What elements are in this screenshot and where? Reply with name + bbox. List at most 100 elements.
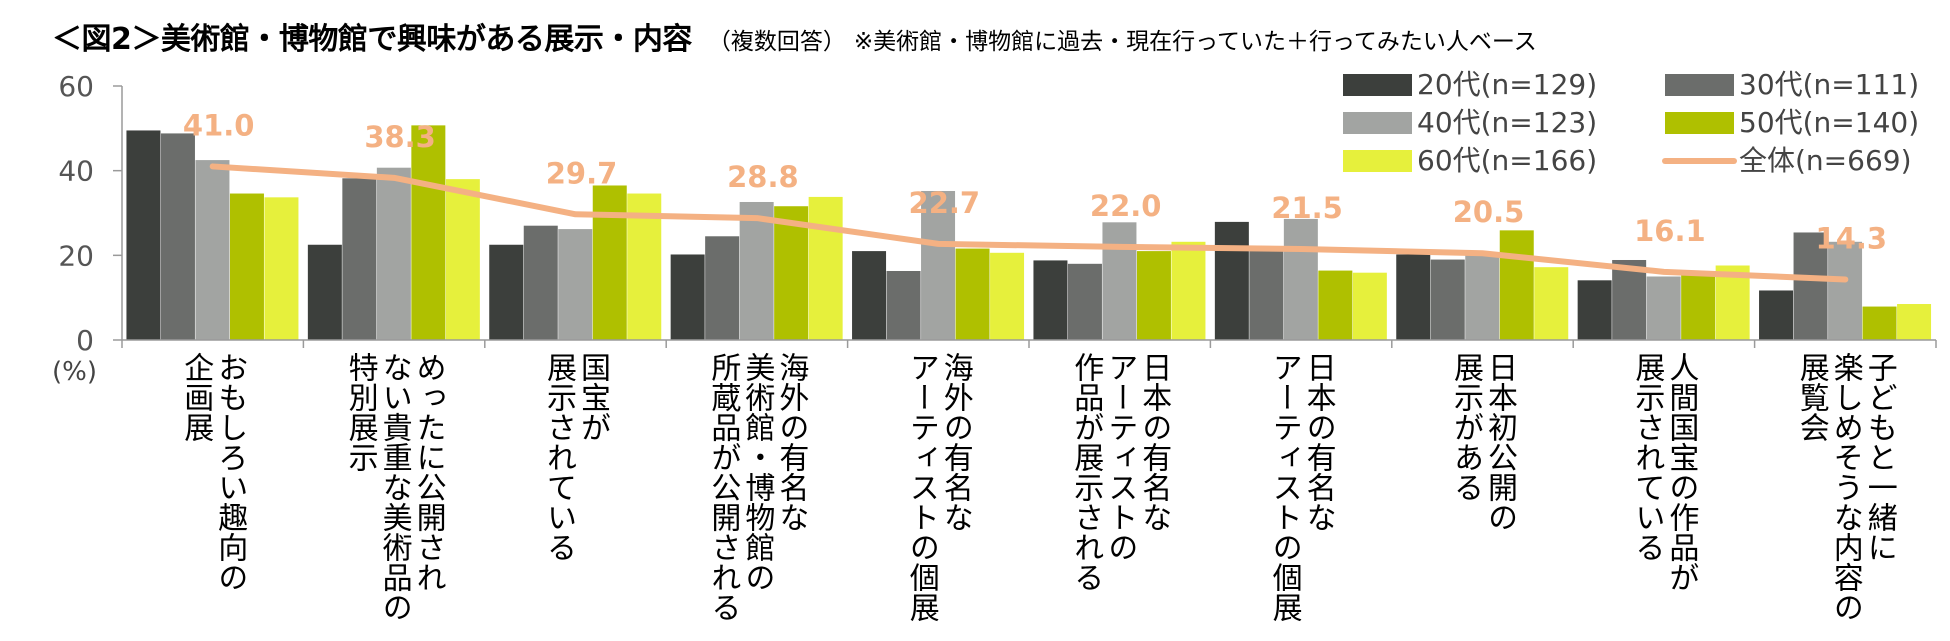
legend-swatch: [1665, 74, 1734, 96]
category-label: 美術館・博物館の: [739, 352, 775, 592]
bar: [264, 197, 299, 340]
bar: [670, 254, 705, 340]
bar: [774, 206, 809, 340]
bar: [1646, 276, 1681, 340]
bar: [376, 167, 411, 340]
bar: [195, 160, 230, 340]
y-tick-label: 60: [58, 70, 94, 103]
bar: [1499, 230, 1534, 340]
category-label: 展示されている: [1629, 352, 1665, 562]
category-label: めったに公開され: [411, 352, 446, 592]
chart-note: ※美術館・博物館に過去・現在行っていた＋行ってみたい人ベース: [853, 29, 1537, 55]
bar: [1681, 273, 1716, 340]
bar: [160, 133, 195, 340]
bar: [229, 193, 264, 340]
bar: [1067, 263, 1102, 340]
bar: [445, 179, 480, 340]
bar: [1396, 254, 1431, 340]
bar: [1430, 259, 1465, 340]
legend-label: 全体(n=669): [1739, 144, 1912, 177]
category-label: アーティストの個展: [1267, 352, 1303, 622]
legend-swatch: [1343, 74, 1412, 96]
legend-label: 50代(n=140): [1739, 106, 1919, 139]
category-label: 海外の有名な: [773, 352, 808, 532]
chart-title: ＜図2＞美術館・博物館で興味がある展示・内容: [52, 22, 692, 57]
chart-subtitle: （複数回答）: [707, 29, 846, 55]
category-label: 日本の有名な: [1301, 352, 1336, 532]
bar: [705, 236, 740, 340]
data-label: 16.1: [1634, 214, 1706, 248]
y-tick-label: 20: [58, 239, 94, 272]
category-label: 日本の有名な: [1136, 352, 1171, 532]
data-label: 22.7: [909, 186, 981, 220]
bar: [739, 201, 774, 340]
category-label: 日本初公開の: [1482, 352, 1517, 532]
data-label: 28.8: [727, 160, 799, 194]
y-tick-label: 40: [58, 155, 94, 188]
bar: [411, 125, 446, 341]
legend-swatch: [1343, 112, 1412, 134]
category-label: アーティストの個展: [904, 352, 940, 622]
data-label: 38.3: [364, 120, 436, 154]
y-tick-label: 0: [76, 324, 94, 357]
bar: [1136, 251, 1171, 340]
bar: [1033, 260, 1068, 340]
bar: [1828, 241, 1863, 340]
category-label: 展覧会: [1794, 352, 1830, 442]
bar: [1102, 222, 1137, 340]
legend-swatch: [1343, 150, 1412, 172]
category-label: 展示がある: [1448, 352, 1484, 502]
bar: [1214, 221, 1249, 340]
bar: [1249, 248, 1284, 340]
chart-title-row: ＜図2＞美術館・博物館で興味がある展示・内容 （複数回答） ※美術館・博物館に過去・…: [52, 14, 1537, 58]
bar: [126, 130, 161, 340]
bar: [1897, 304, 1932, 340]
bar: [1759, 290, 1794, 340]
legend-label: 40代(n=123): [1417, 106, 1597, 139]
bar: [1862, 306, 1897, 340]
bar: [1283, 218, 1318, 340]
category-label: 企画展: [178, 352, 214, 442]
bar: [1171, 241, 1206, 340]
category-label: 子どもと一緒に: [1862, 352, 1897, 562]
legend-label: 20代(n=129): [1417, 68, 1597, 101]
bar: [307, 244, 342, 340]
legend-label: 60代(n=166): [1417, 144, 1597, 177]
category-label: アーティストの: [1102, 352, 1137, 562]
data-label: 41.0: [183, 108, 255, 142]
data-label: 22.0: [1090, 189, 1162, 223]
bar: [1352, 272, 1387, 340]
bar: [1577, 280, 1612, 340]
bar: [1318, 270, 1353, 340]
bar: [1612, 259, 1647, 340]
category-label: ない貴重な美術品の: [377, 352, 413, 622]
bar: [990, 252, 1025, 340]
bar: [852, 251, 887, 340]
bar: [808, 196, 843, 340]
bar: [342, 178, 377, 340]
category-label: 特別展示: [343, 352, 379, 472]
bar: [558, 229, 593, 340]
legend-label: 30代(n=111): [1739, 68, 1919, 101]
category-label: 所蔵品が公開される: [705, 352, 741, 622]
category-label: 展示されている: [541, 352, 577, 562]
category-label: 人間国宝の作品が: [1663, 352, 1698, 592]
bar: [1793, 232, 1828, 340]
bar: [886, 270, 921, 340]
data-label: 29.7: [546, 156, 618, 190]
category-label: 作品が展示される: [1068, 352, 1104, 592]
y-axis-unit: (%): [52, 357, 97, 387]
legend-swatch: [1665, 112, 1734, 134]
bar: [489, 244, 524, 340]
data-label: 20.5: [1453, 195, 1525, 229]
category-label: 国宝が: [575, 352, 610, 442]
category-label: 楽しめそうな内容の: [1828, 352, 1863, 622]
category-label: 海外の有名な: [938, 352, 973, 532]
data-label: 14.3: [1816, 221, 1888, 255]
bar: [955, 248, 990, 340]
data-label: 21.5: [1271, 191, 1343, 225]
bar: [523, 225, 558, 340]
category-label: おもしろい趣向の: [212, 352, 248, 592]
bar: [1465, 254, 1500, 340]
